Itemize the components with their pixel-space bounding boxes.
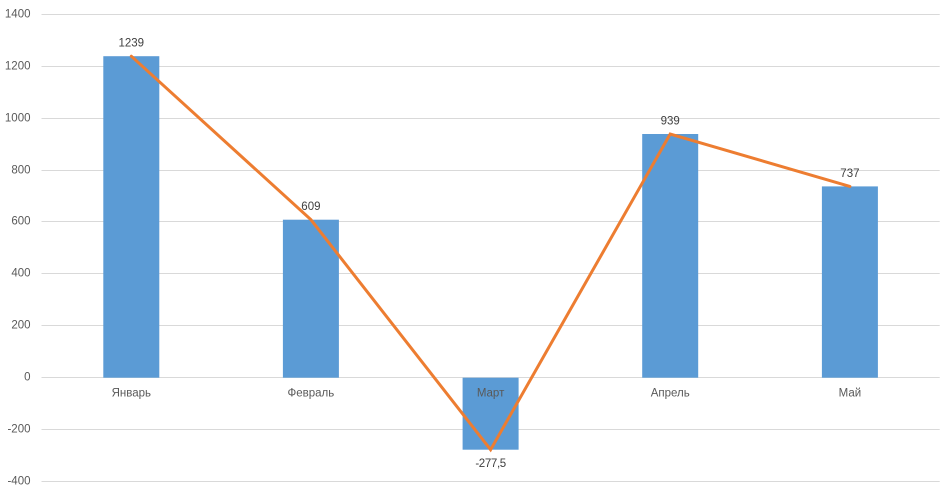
svg-text:Май: Май [839,388,862,400]
svg-text:Апрель: Апрель [651,388,690,400]
svg-text:Февраль: Февраль [288,388,335,400]
svg-text:1200: 1200 [5,61,31,73]
svg-text:200: 200 [11,320,30,332]
svg-text:1400: 1400 [5,9,31,21]
svg-text:-200: -200 [7,424,30,436]
svg-text:600: 600 [11,216,30,228]
svg-text:-400: -400 [7,476,30,488]
svg-text:400: 400 [11,268,30,280]
svg-text:Март: Март [477,388,505,400]
svg-text:1000: 1000 [5,113,31,125]
svg-text:Январь: Январь [112,388,151,400]
svg-text:737: 737 [840,168,859,180]
svg-text:0: 0 [24,372,30,384]
svg-text:800: 800 [11,165,30,177]
svg-text:939: 939 [661,116,680,128]
svg-text:-277,5: -277,5 [475,458,506,470]
svg-text:1239: 1239 [119,38,145,50]
svg-text:609: 609 [301,201,320,213]
